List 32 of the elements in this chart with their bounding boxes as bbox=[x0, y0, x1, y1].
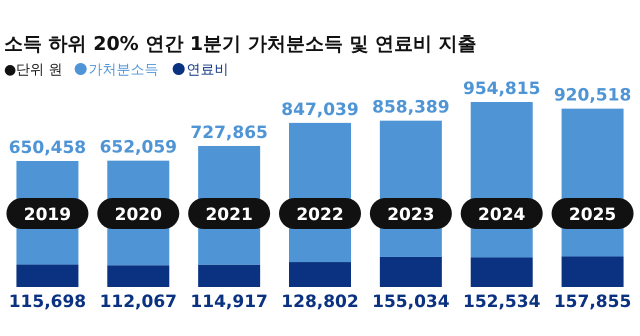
x-tick-label: 2022 bbox=[296, 205, 344, 225]
data-label: 152,534 bbox=[462, 292, 541, 312]
bar bbox=[198, 264, 260, 287]
data-label: 155,034 bbox=[372, 292, 450, 312]
bar bbox=[380, 256, 442, 287]
total-label: 920,518 bbox=[554, 86, 632, 106]
legend-label: 연료비 bbox=[186, 62, 229, 78]
x-tick-label: 2025 bbox=[568, 205, 616, 225]
x-tick-label: 2024 bbox=[478, 205, 526, 225]
x-tick-label: 2019 bbox=[24, 205, 72, 225]
bar bbox=[16, 264, 78, 287]
legend-label: 가처분소득 bbox=[88, 62, 159, 78]
total-label: 858,389 bbox=[372, 98, 450, 118]
total-label: 650,458 bbox=[8, 138, 86, 158]
x-tick-label: 2020 bbox=[114, 205, 162, 225]
data-label: 157,855 bbox=[554, 292, 632, 312]
data-label: 128,802 bbox=[281, 292, 359, 312]
x-tick-label: 2021 bbox=[205, 205, 253, 225]
chart-title: 소득 하위 20% 연간 1분기 가처분소득 및 연료비 지출 bbox=[4, 33, 477, 55]
data-label: 115,698 bbox=[8, 292, 86, 312]
bar bbox=[562, 256, 624, 287]
data-label: 114,917 bbox=[190, 292, 268, 312]
total-label: 954,815 bbox=[462, 79, 540, 99]
bar bbox=[289, 262, 351, 287]
bar bbox=[470, 257, 533, 287]
x-tick-label: 2023 bbox=[387, 205, 435, 225]
text: ●단위 원 bbox=[4, 62, 63, 78]
total-label: 727,865 bbox=[190, 122, 268, 143]
total-label: 847,039 bbox=[281, 100, 359, 120]
bar bbox=[107, 265, 170, 287]
data-label: 112,067 bbox=[100, 292, 178, 312]
total-label: 652,059 bbox=[100, 138, 178, 158]
